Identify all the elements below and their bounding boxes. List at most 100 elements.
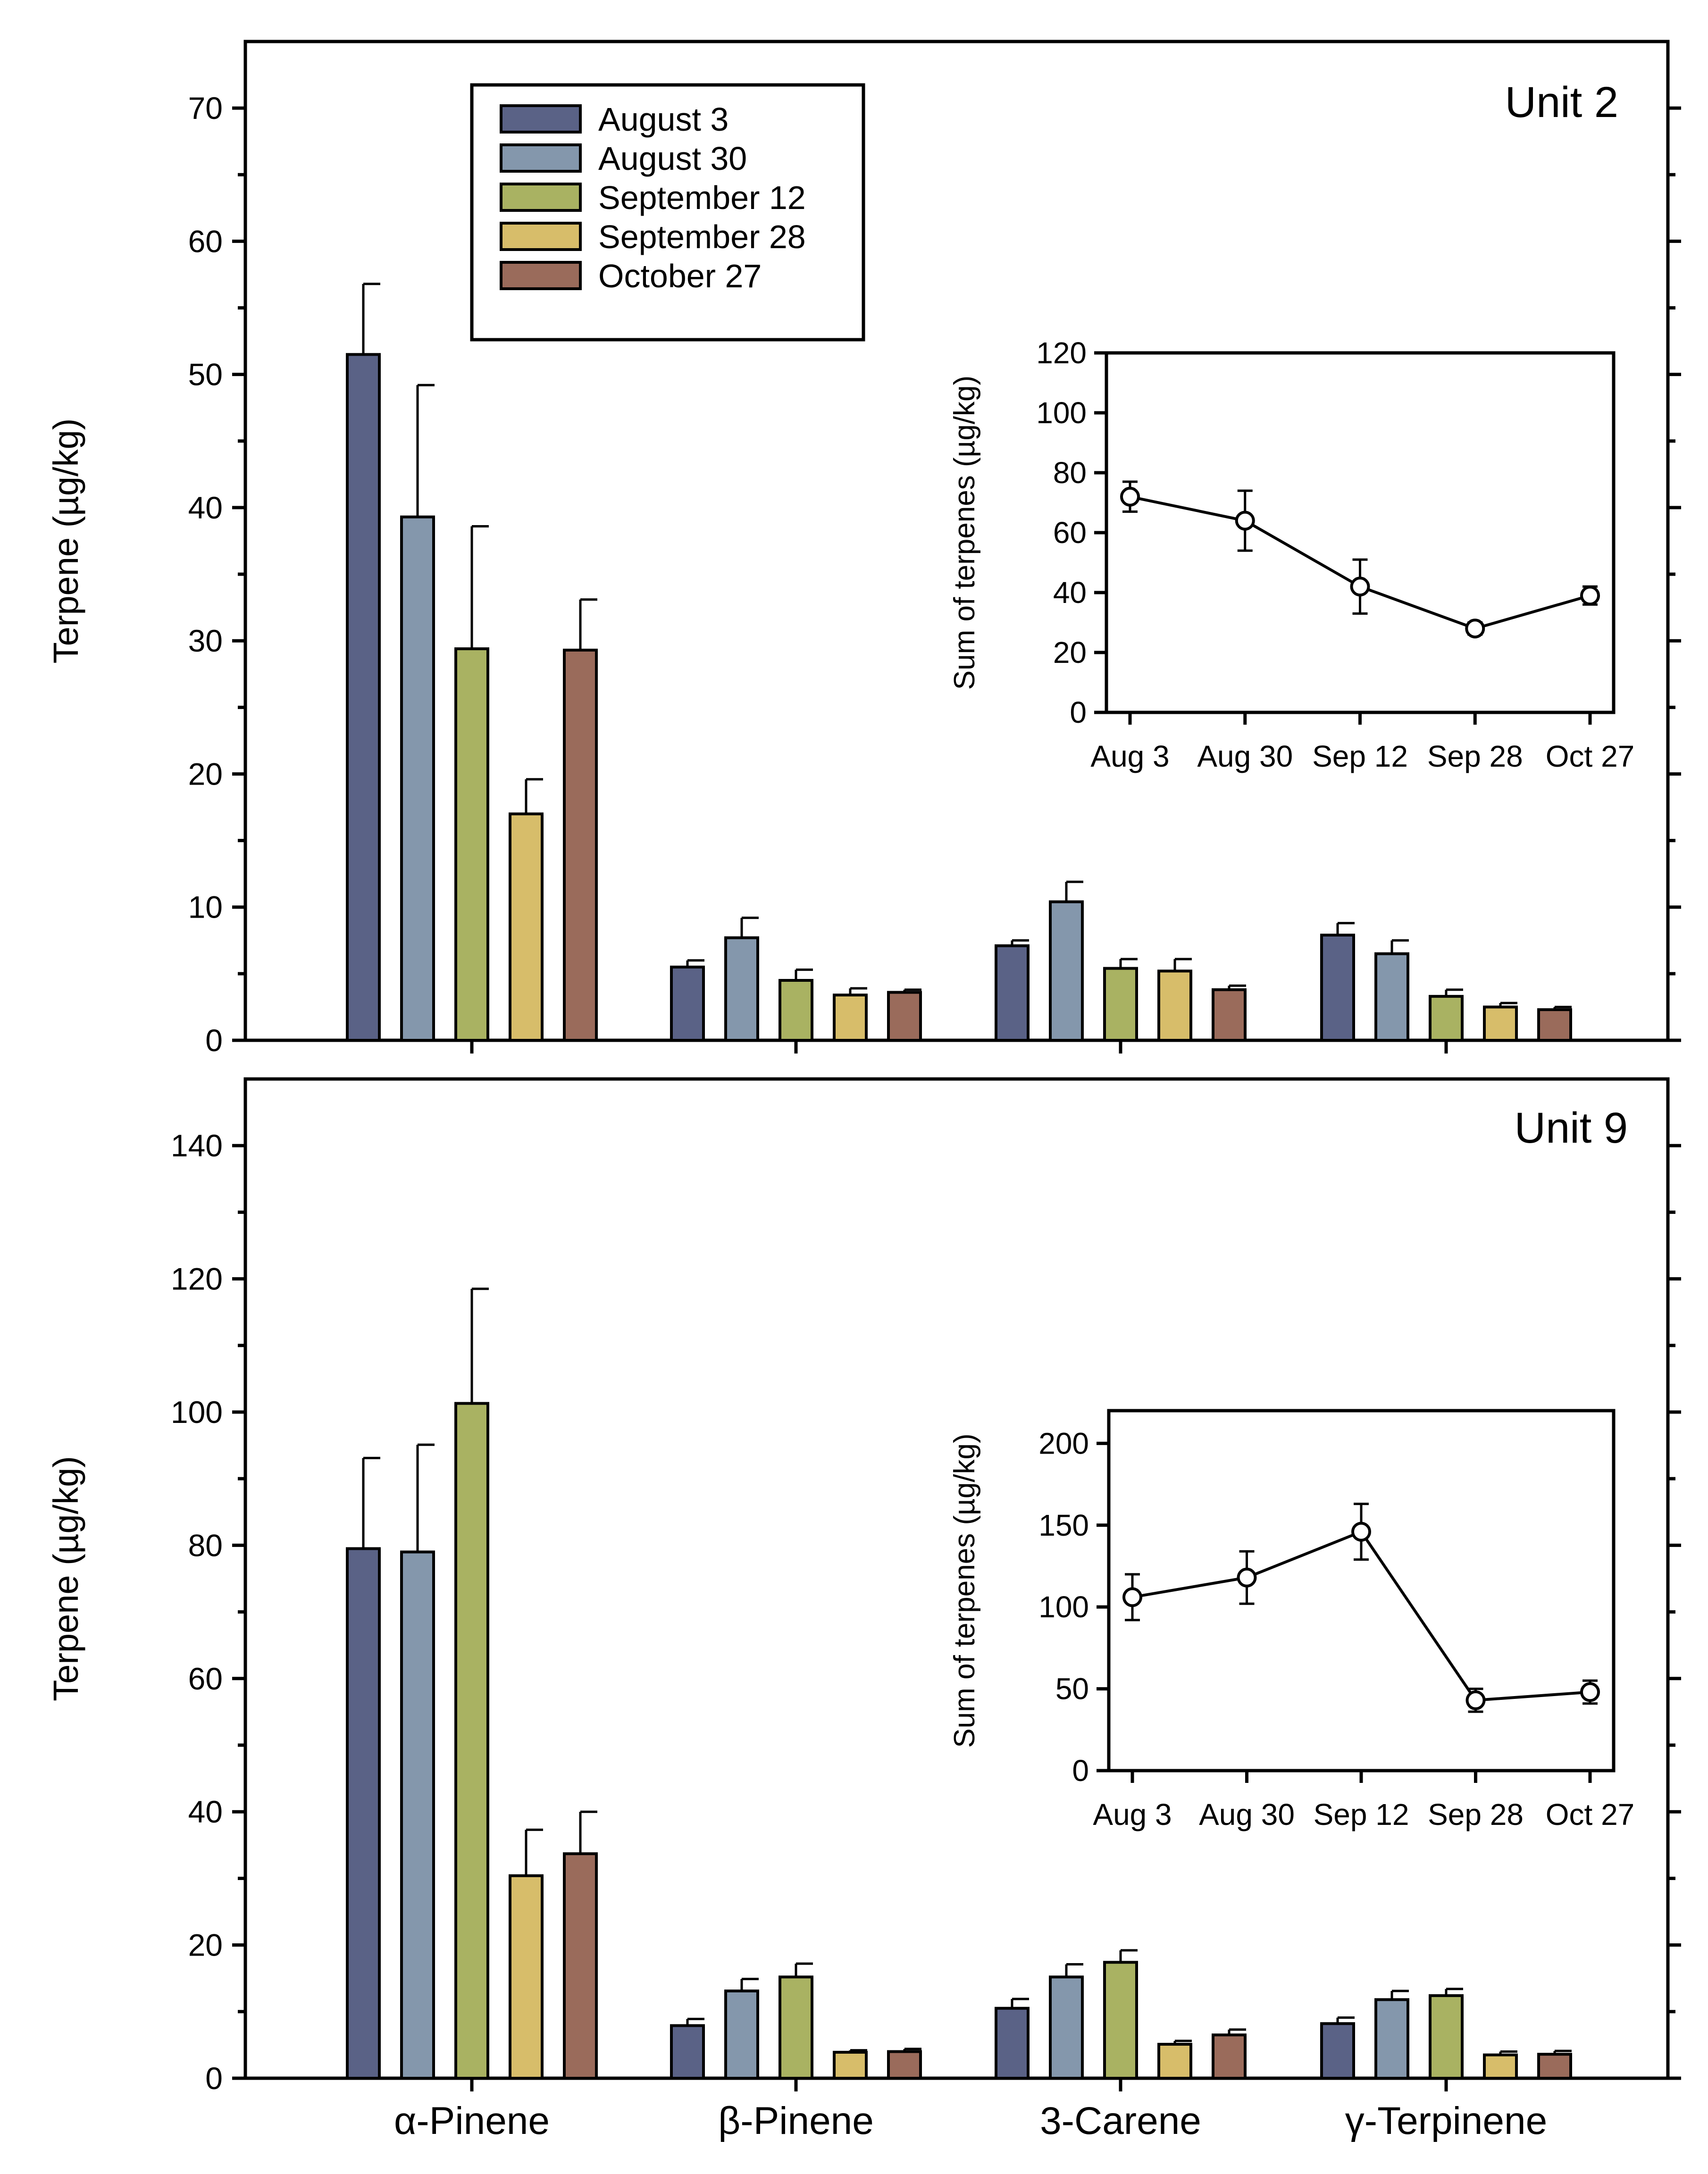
inset-y-tick-label: 40 — [1053, 576, 1087, 610]
bar — [1049, 900, 1084, 1042]
legend-swatch — [500, 183, 582, 212]
category-label: 3-Carene — [1040, 2099, 1201, 2142]
bar — [1157, 2042, 1192, 2080]
y-tick-label: 30 — [188, 623, 223, 658]
bar — [563, 648, 598, 1042]
bar — [833, 2050, 868, 2080]
legend-frame — [470, 83, 865, 342]
bar — [400, 515, 435, 1042]
bar — [887, 2050, 922, 2080]
bar — [1483, 1005, 1518, 1042]
legend-label: September 12 — [598, 179, 806, 216]
bar — [1374, 1998, 1409, 2080]
inset-point — [1237, 1567, 1257, 1588]
y-tick-label: 10 — [188, 890, 223, 925]
inset-point — [1351, 1522, 1371, 1542]
bar — [346, 353, 381, 1042]
bar — [1320, 934, 1355, 1042]
inset-x-tick-label: Sep 28 — [1428, 1798, 1524, 1831]
bar — [1157, 970, 1192, 1042]
bar — [563, 1852, 598, 2080]
category-label: α-Pinene — [394, 2099, 550, 2142]
legend-label: September 28 — [598, 218, 806, 255]
y-tick-label: 80 — [188, 1528, 223, 1563]
inset-y-axis-label: Sum of terpenes (µg/kg) — [948, 1433, 981, 1748]
inset-y-tick-label: 50 — [1055, 1672, 1089, 1706]
category-label: β-Pinene — [718, 2099, 874, 2142]
y-tick-label: 0 — [205, 2061, 223, 2096]
legend-label: October 27 — [598, 258, 762, 294]
inset-y-tick-label: 120 — [1036, 336, 1087, 370]
inset-y-tick-label: 200 — [1038, 1426, 1089, 1460]
inset-x-tick-label: Sep 28 — [1427, 739, 1523, 773]
y-tick-label: 0 — [205, 1023, 223, 1058]
inset-x-tick-label: Sep 12 — [1314, 1798, 1409, 1831]
legend-label: August 3 — [598, 101, 728, 138]
inset-point — [1580, 585, 1600, 606]
bar — [995, 2007, 1030, 2080]
legend-swatch — [500, 261, 582, 290]
inset-x-tick-label: Aug 3 — [1090, 739, 1169, 773]
bar — [509, 1874, 544, 2080]
panel-unit2: 0 10 20 30 40 50 60 70 Terpene (µg/kg) Unit 2 Augu… — [46, 40, 1681, 1058]
legend-label: August 30 — [598, 140, 747, 177]
inset-x-tick-label: Aug 30 — [1197, 739, 1293, 773]
bar — [887, 991, 922, 1042]
bar — [779, 1975, 813, 2080]
y-tick-label: 20 — [188, 1928, 223, 1963]
bar — [1537, 2053, 1572, 2080]
bar — [454, 647, 489, 1042]
inset-chart: 0 20 40 60 80 100 120 Sum of terpenes (µg/kg) Au… — [948, 336, 1634, 773]
bar — [454, 1402, 489, 2080]
inset-x-tick-label: Aug 30 — [1199, 1798, 1295, 1831]
plot-frame — [243, 1077, 1670, 2080]
bar — [995, 944, 1030, 1042]
inset-y-tick-label: 0 — [1070, 695, 1087, 729]
y-tick-label: 120 — [171, 1262, 223, 1296]
inset-point — [1465, 1690, 1486, 1710]
plot-frame — [243, 40, 1670, 1042]
inset-point — [1235, 510, 1255, 531]
inset-point — [1120, 486, 1140, 507]
y-axis-label: Terpene (µg/kg) — [46, 418, 85, 664]
inset-frame — [1107, 1409, 1616, 1773]
category-label: γ-Terpinene — [1345, 2099, 1547, 2142]
inset-y-tick-label: 0 — [1072, 1754, 1089, 1788]
y-tick-label: 20 — [188, 756, 223, 791]
inset-y-tick-label: 80 — [1053, 456, 1087, 490]
inset-point — [1350, 577, 1370, 597]
bar — [1429, 1994, 1464, 2080]
inset-y-tick-label: 20 — [1053, 635, 1087, 669]
bar — [1537, 1008, 1572, 1042]
y-tick-label: 60 — [188, 224, 223, 259]
inset-y-axis-label: Sum of terpenes (µg/kg) — [948, 376, 981, 690]
inset-x-tick-label: Sep 12 — [1312, 739, 1408, 773]
inset-point — [1122, 1587, 1142, 1607]
inset-y-tick-label: 100 — [1036, 396, 1087, 430]
inset-frame — [1105, 351, 1616, 714]
inset-chart: 0 50 100 150 200 Sum of terpenes (µg/kg) Aug 3… — [948, 1409, 1634, 1831]
bar — [670, 965, 705, 1042]
y-tick-label: 60 — [188, 1661, 223, 1696]
inset-point — [1465, 619, 1485, 639]
panel-title: Unit 2 — [1505, 78, 1618, 126]
bar — [724, 1990, 759, 2080]
y-tick-label: 40 — [188, 490, 223, 525]
bar — [779, 978, 813, 1042]
panel-title: Unit 9 — [1515, 1104, 1628, 1152]
bar — [724, 936, 759, 1042]
inset-point — [1580, 1682, 1600, 1702]
legend-swatch — [500, 143, 582, 173]
inset-x-tick-label: Oct 27 — [1546, 739, 1635, 773]
y-tick-label: 40 — [188, 1794, 223, 1829]
bar — [1212, 2033, 1247, 2080]
y-axis-label: Terpene (µg/kg) — [46, 1456, 85, 1701]
bar — [670, 2024, 705, 2080]
inset-y-tick-label: 60 — [1053, 516, 1087, 550]
inset-x-tick-label: Aug 3 — [1093, 1798, 1172, 1831]
bar — [1212, 988, 1247, 1042]
bar — [1483, 2053, 1518, 2080]
y-tick-label: 140 — [171, 1128, 223, 1163]
